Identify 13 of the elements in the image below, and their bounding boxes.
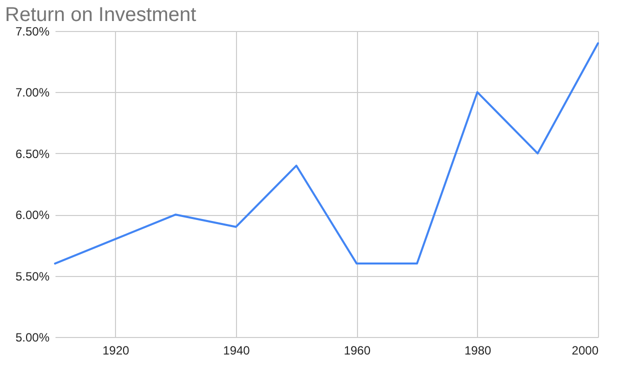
x-tick-label: 1920	[102, 344, 130, 358]
y-tick-label: 6.00%	[15, 208, 50, 222]
y-tick-label: 7.50%	[15, 24, 50, 38]
y-tick-label: 5.50%	[15, 269, 50, 284]
chart-title: Return on Investment	[5, 4, 196, 27]
x-tick-label: 1940	[223, 344, 250, 358]
x-tick-label: 1960	[344, 344, 371, 358]
y-tick-label: 7.00%	[15, 86, 50, 100]
line-series	[54, 42, 599, 265]
x-tick-label: 1980	[464, 344, 492, 358]
y-tick-label: 6.50%	[15, 146, 50, 161]
y-tick-label: 5.00%	[15, 330, 50, 344]
x-tick-label: 2000	[572, 344, 599, 358]
